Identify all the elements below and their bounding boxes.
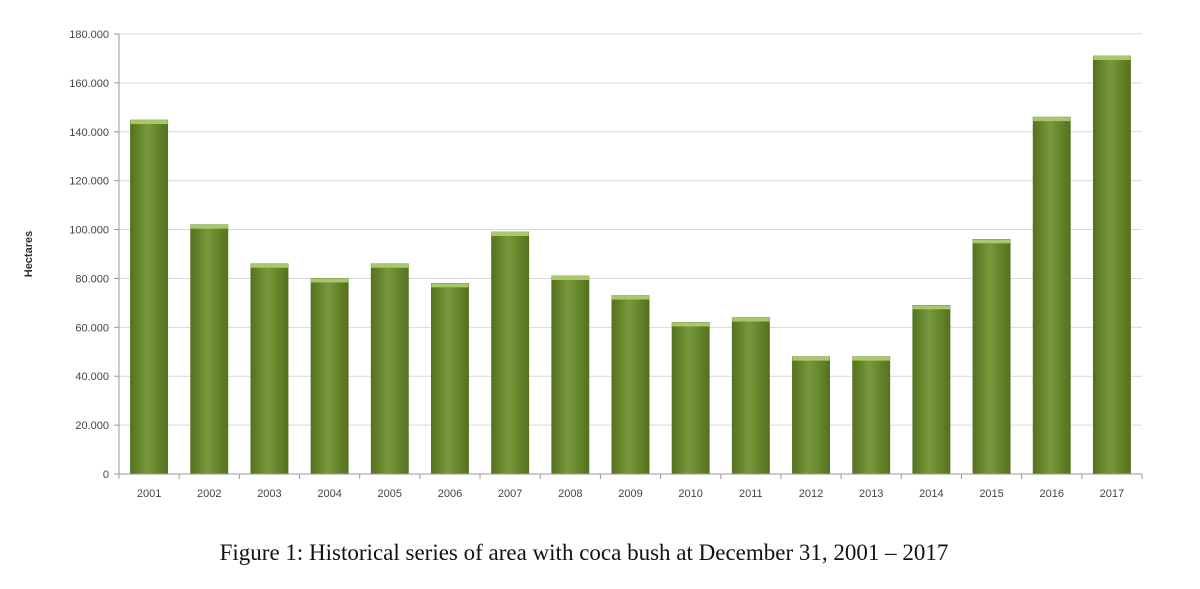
bar-2004	[310, 278, 349, 475]
bar-top-highlight	[371, 263, 409, 268]
bar-top-highlight	[1033, 117, 1071, 122]
x-tick-label: 2013	[859, 488, 883, 500]
x-tick-label: 2006	[438, 488, 462, 500]
bars	[130, 55, 1131, 475]
y-tick-label: 0	[103, 469, 109, 481]
axes: 0 20.000 40.000 60.000 80.000 100.000 120.000 1…	[69, 29, 1143, 500]
y-tick-label: 80.000	[75, 273, 109, 285]
x-tick-label: 2010	[678, 488, 702, 500]
bar-top-highlight	[611, 295, 650, 300]
y-tick-label: 20.000	[75, 420, 109, 432]
bar-2002	[190, 224, 229, 475]
bar-2005	[370, 263, 409, 475]
bar-top-highlight	[491, 232, 529, 236]
bar-top-highlight	[912, 305, 951, 310]
y-tick-label: 40.000	[75, 371, 109, 383]
x-tick-label: 2011	[739, 488, 763, 500]
bar-2009	[611, 295, 650, 475]
y-axis-title: Hectares	[23, 231, 35, 277]
bar-2015	[972, 239, 1011, 475]
chart-container: 0 20.000 40.000 60.000 80.000 100.000 120.000 1…	[23, 29, 1143, 500]
figure-caption: Figure 1: Historical series of area with…	[219, 540, 949, 565]
bar-top-highlight	[130, 120, 168, 125]
x-tick-label: 2009	[618, 488, 642, 500]
bar-2001	[130, 119, 169, 475]
bar-2007	[491, 231, 530, 475]
bar-2008	[551, 275, 590, 475]
x-tick-label: 2015	[979, 488, 1003, 500]
y-tick-label: 160.000	[69, 78, 109, 90]
y-tick-label: 180.000	[69, 29, 109, 41]
y-tick-label: 60.000	[75, 322, 109, 334]
y-tick-label: 100.000	[69, 225, 109, 237]
bar-top-highlight	[672, 322, 710, 327]
bar-chart: 0 20.000 40.000 60.000 80.000 100.000 120.000 1…	[23, 29, 1143, 500]
gridlines	[119, 33, 1142, 426]
bar-2012	[792, 356, 830, 475]
bar-top-highlight	[551, 276, 589, 280]
bar-top-highlight	[310, 278, 349, 283]
bar-top-highlight	[852, 356, 890, 361]
y-tick-label: 140.000	[69, 127, 109, 139]
bar-2016	[1032, 116, 1071, 475]
bar-2013	[852, 356, 891, 475]
x-tick-label: 2017	[1100, 488, 1124, 500]
bar-2003	[250, 263, 289, 475]
x-tick-label: 2004	[317, 488, 341, 500]
bar-top-highlight	[732, 317, 770, 322]
x-tick-label: 2002	[197, 488, 221, 500]
bar-top-highlight	[792, 356, 830, 361]
bar-2017	[1092, 55, 1131, 475]
bar-2014	[912, 305, 951, 475]
bar-top-highlight	[250, 263, 289, 268]
bar-2010	[671, 322, 710, 475]
bar-2011	[731, 317, 770, 475]
x-tick-label: 2005	[378, 488, 402, 500]
bar-top-highlight	[431, 283, 469, 288]
x-tick-label: 2008	[558, 488, 582, 500]
bar-top-highlight	[190, 224, 228, 229]
x-tick-label: 2001	[137, 488, 161, 500]
bar-top-highlight	[1093, 56, 1131, 60]
x-tick-label: 2003	[257, 488, 281, 500]
x-tick-label: 2012	[799, 488, 823, 500]
x-tick-label: 2014	[919, 488, 943, 500]
x-tick-label: 2016	[1039, 488, 1063, 500]
x-tick-label: 2007	[498, 488, 522, 500]
y-tick-label: 120.000	[69, 176, 109, 188]
bar-top-highlight	[972, 239, 1011, 244]
bar-2006	[431, 283, 469, 475]
